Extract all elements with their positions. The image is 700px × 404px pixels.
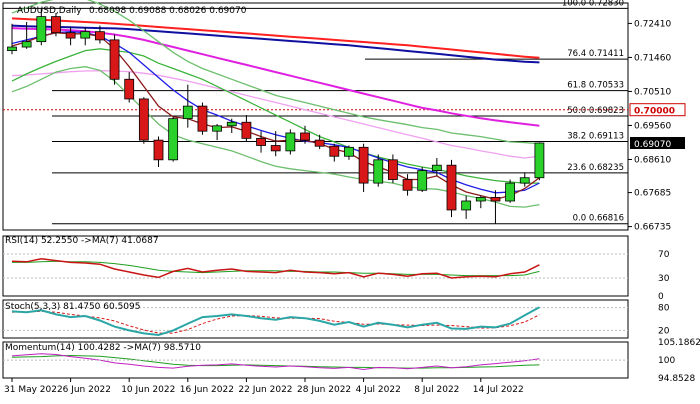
price-tick-label-1: 0.71460 xyxy=(634,53,671,63)
fib-label-3: 50.0 0.69823 xyxy=(567,106,624,116)
fib-label-5: 23.6 0.68235 xyxy=(567,163,624,173)
alert-price-tag xyxy=(629,103,686,117)
candle-body-15 xyxy=(226,121,237,127)
candle-body-5 xyxy=(80,31,91,39)
rsi-label: RSI(14) 52.2550 ->MA(7) 41.0687 xyxy=(5,236,159,246)
candle-body-14 xyxy=(212,125,223,132)
fib-label-0: 100.0 0.72830 xyxy=(562,0,624,8)
date-label-8: 14 Jul 2022 xyxy=(473,385,524,395)
candle-body-2 xyxy=(36,16,47,43)
date-label-0: 31 May 2022 xyxy=(4,385,63,395)
price-tick-label-5: 0.67685 xyxy=(634,189,671,199)
date-label-3: 16 Jun 2022 xyxy=(180,385,234,395)
date-label-1: 6 Jun 2022 xyxy=(63,385,111,395)
current-price-text: 0.69070 xyxy=(634,140,671,150)
fib-label-6: 0.0 0.66816 xyxy=(573,214,624,224)
candle-body-11 xyxy=(168,118,179,161)
rsi-tick-label-0: 70 xyxy=(658,250,670,260)
candle-body-1 xyxy=(21,41,32,48)
candle-body-8 xyxy=(124,78,135,100)
candle-body-25 xyxy=(373,159,384,184)
candle-body-36 xyxy=(534,142,545,179)
alert-price-text: 0.70000 xyxy=(634,107,675,117)
candle-body-3 xyxy=(51,16,61,34)
candle-body-31 xyxy=(461,200,472,211)
rsi-line-0 xyxy=(12,260,540,277)
date-label-6: 4 Jul 2022 xyxy=(356,385,401,395)
mom-tick-label-1: 100 xyxy=(658,356,675,366)
mom-tick-label-2: 94.8528 xyxy=(658,374,695,384)
candle-body-32 xyxy=(475,197,486,202)
candle-body-7 xyxy=(109,39,120,80)
date-label-2: 10 Jun 2022 xyxy=(121,385,175,395)
candle-body-16 xyxy=(241,121,252,139)
candle-body-18 xyxy=(270,145,281,152)
candle-body-28 xyxy=(417,170,428,191)
price-tick-label-0: 0.72410 xyxy=(634,19,671,29)
candle-body-30 xyxy=(446,164,457,211)
mom-tick-label-0: 105.1862 xyxy=(658,338,700,348)
date-label-4: 22 Jun 2022 xyxy=(238,385,292,395)
candle-body-17 xyxy=(256,137,266,146)
candle-body-4 xyxy=(65,32,76,39)
price-tick-label-4: 0.68610 xyxy=(634,155,671,165)
candle-body-20 xyxy=(300,132,310,141)
overlay-line-8 xyxy=(11,0,540,145)
date-label-7: 8 Jul 2022 xyxy=(414,385,459,395)
rsi-tick-label-2: 0 xyxy=(658,292,664,302)
candle-body-23 xyxy=(344,146,354,157)
candle-body-29 xyxy=(431,164,442,171)
fib-label-4: 38.2 0.69113 xyxy=(567,131,624,141)
rsi-line-1 xyxy=(11,258,540,279)
candle-body-22 xyxy=(329,145,340,157)
candle-body-35 xyxy=(519,177,530,184)
candle-body-9 xyxy=(138,98,149,141)
candle-body-26 xyxy=(387,159,398,180)
candle-body-13 xyxy=(197,105,208,132)
rsi-tick-label-1: 30 xyxy=(658,274,670,284)
price-tick-label-2: 0.70510 xyxy=(634,87,671,97)
candle-body-10 xyxy=(153,139,164,161)
price-tick-label-6: 0.66735 xyxy=(634,223,671,233)
stoch-line-1 xyxy=(11,306,540,337)
candle-body-0 xyxy=(7,46,17,52)
candle-body-21 xyxy=(314,139,325,147)
date-label-5: 28 Jun 2022 xyxy=(297,385,351,395)
stoch-label: Stoch(5,3,3) 81.4750 60.5095 xyxy=(5,302,140,312)
fib-label-1: 76.4 0.71411 xyxy=(567,49,624,59)
candle-body-27 xyxy=(402,179,413,191)
stoch-tick-label-0: 80 xyxy=(658,304,670,314)
fib-label-2: 61.8 0.70533 xyxy=(567,81,624,91)
candle-body-12 xyxy=(182,105,193,120)
candle-body-34 xyxy=(505,182,516,202)
stoch-line-0 xyxy=(11,310,540,334)
candle-body-6 xyxy=(95,31,105,41)
candle-body-19 xyxy=(285,132,296,152)
candle-body-33 xyxy=(490,197,501,202)
overlay-line-0 xyxy=(11,17,540,59)
current-price-tag xyxy=(630,136,685,149)
stoch-tick-label-1: 20 xyxy=(658,326,670,336)
ohlc-readout: 0.68098 0.69088 0.68026 0.69070 xyxy=(89,6,247,16)
chart-title: AUDUSD,Daily xyxy=(17,6,82,16)
candle-body-24 xyxy=(358,146,369,184)
price-tick-label-3: 0.69560 xyxy=(634,121,671,131)
momentum-label: Momentum(14) 100.4282 ->MA(7) 98.5710 xyxy=(5,343,201,353)
